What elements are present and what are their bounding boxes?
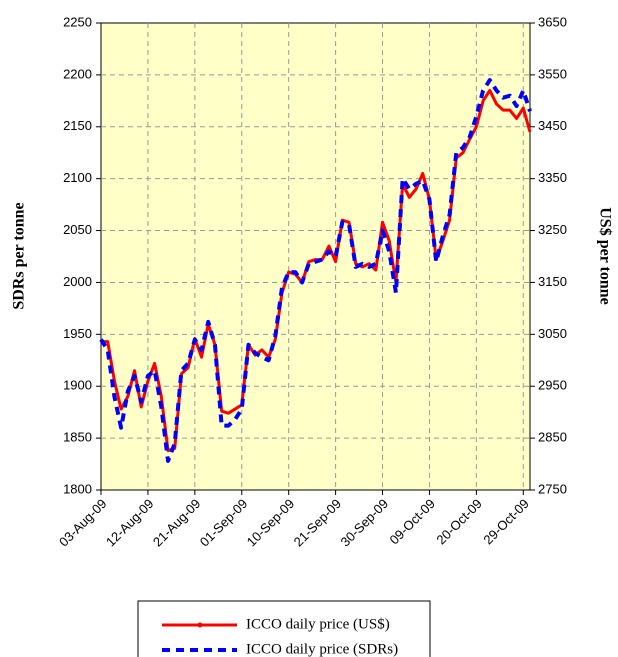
y2-tick-label: 3350	[538, 170, 567, 185]
x-tick-label: 21-Sep-09	[291, 496, 345, 550]
y2-tick-label: 3150	[538, 274, 567, 289]
y2-tick-label: 3650	[538, 14, 567, 29]
y2-tick-label: 2750	[538, 481, 567, 496]
plot-area	[100, 22, 531, 491]
y-tick-label: 1850	[63, 430, 92, 445]
x-tick-label: 01-Sep-09	[197, 496, 251, 550]
y2-tick-label: 2850	[538, 430, 567, 445]
legend-label: ICCO daily price (SDRs)	[246, 641, 398, 657]
legend	[137, 600, 431, 657]
y2-tick-label: 3250	[538, 222, 567, 237]
y2-axis-title: US$ per tonne	[596, 207, 613, 305]
y2-tick-label: 3050	[538, 326, 567, 341]
y-tick-label: 1900	[63, 378, 92, 393]
legend-marker	[197, 622, 203, 628]
legend-label: ICCO daily price (US$)	[246, 616, 390, 632]
y-tick-label: 1950	[63, 326, 92, 341]
x-tick-label: 10-Sep-09	[244, 496, 298, 550]
y-tick-label: 2200	[63, 66, 92, 81]
x-tick-label: 30-Sep-09	[338, 496, 392, 550]
x-tick-label: 03-Aug-09	[56, 496, 110, 550]
y-tick-label: 2100	[63, 170, 92, 185]
y2-tick-label: 2950	[538, 378, 567, 393]
x-tick-label: 29-Oct-09	[480, 496, 531, 547]
y-axis-title: SDRs per tonne	[11, 202, 28, 309]
x-tick-label: 12-Aug-09	[103, 496, 157, 550]
y2-tick-label: 3550	[538, 66, 567, 81]
x-tick-label: 21-Aug-09	[150, 496, 204, 550]
y-tick-label: 2000	[63, 274, 92, 289]
y2-tick-label: 3450	[538, 118, 567, 133]
series-line	[99, 78, 532, 463]
x-tick-label: 09-Oct-09	[387, 496, 438, 547]
y-tick-label: 1800	[63, 481, 92, 496]
y-tick-label: 2050	[63, 222, 92, 237]
y-tick-label: 2250	[63, 14, 92, 29]
x-tick-label: 20-Oct-09	[433, 496, 484, 547]
y-tick-label: 2150	[63, 118, 92, 133]
